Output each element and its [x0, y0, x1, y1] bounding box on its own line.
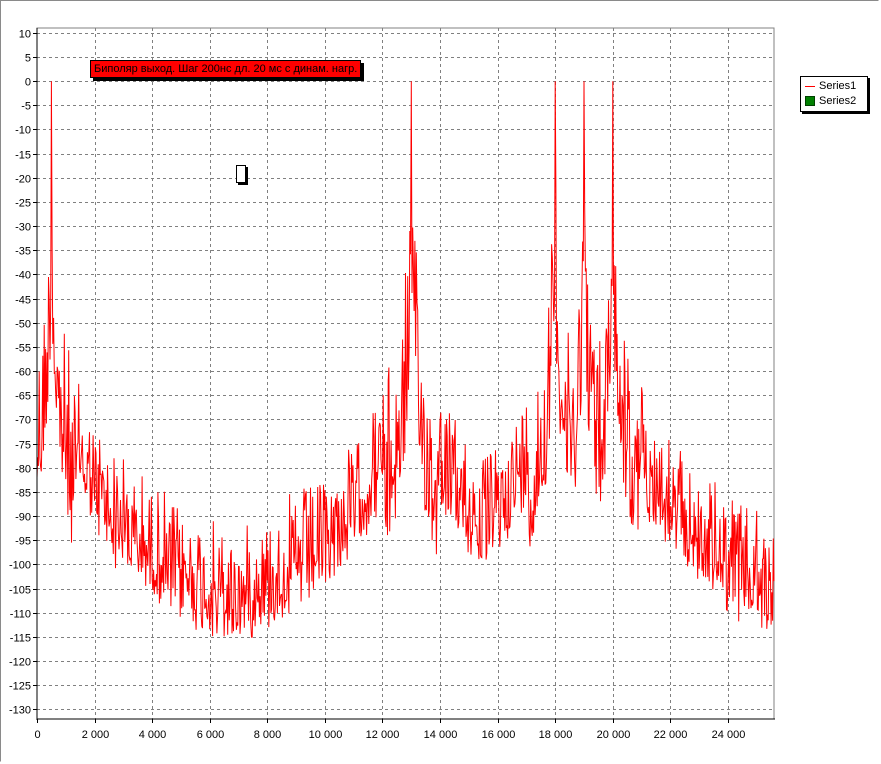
y-tick-label: -95: [15, 536, 31, 548]
y-tick-label: -45: [15, 295, 31, 307]
y-tick-label: -40: [15, 270, 31, 282]
legend: Series1 Series2: [800, 76, 868, 112]
series1-line: [36, 81, 775, 638]
y-tick-label: -10: [15, 125, 31, 137]
y-tick-label: -50: [15, 319, 31, 331]
x-tick-label: 10 000: [309, 729, 343, 741]
y-tick-label: -75: [15, 440, 31, 452]
y-tick-label: -80: [15, 464, 31, 476]
x-tick-label: 4 000: [139, 729, 167, 741]
y-tick-label: -65: [15, 391, 31, 403]
y-axis-labels: 10 5 0 -5 -10 -15 -20 -25 -30 -35 -40 -45 -50 -55 -60 -…: [9, 29, 31, 717]
legend-label-series2: Series2: [819, 95, 857, 107]
y-tick-label: -110: [10, 609, 31, 621]
chart-title: Биполяр выход. Шаг 200нс дл. 20 мс с дин…: [90, 60, 362, 78]
y-tick-label: -70: [15, 415, 31, 427]
y-tick-label: -115: [10, 633, 31, 645]
y-tick-label: -125: [9, 681, 31, 693]
x-tick-label: 12 000: [366, 729, 400, 741]
x-tick-label: 22 000: [654, 729, 688, 741]
x-tick-label: 24 000: [712, 729, 746, 741]
y-tick-label: 5: [25, 53, 31, 65]
y-tick-label: -90: [15, 512, 31, 524]
y-tick-label: -35: [15, 246, 31, 258]
y-tick-label: -55: [15, 343, 31, 355]
y-tick-label: 10: [19, 29, 31, 41]
cursor-marker[interactable]: [236, 165, 246, 183]
y-tick-label: 0: [25, 77, 31, 89]
series2-swatch-icon: [805, 96, 815, 107]
y-tick-label: -120: [9, 657, 31, 669]
x-tick-label: 14 000: [424, 729, 458, 741]
y-tick-label: -105: [9, 585, 31, 597]
y-tick-label: -15: [15, 150, 31, 162]
y-tick-label: -5: [21, 101, 31, 113]
y-tick-label: -100: [9, 560, 31, 572]
x-tick-label: 6 000: [197, 729, 225, 741]
legend-item-series1: Series1: [805, 79, 856, 93]
x-tick-label: 20 000: [597, 729, 631, 741]
x-tick-label: 16 000: [482, 729, 516, 741]
x-tick-label: 8 000: [254, 729, 282, 741]
x-tick-label: 2 000: [82, 729, 110, 741]
y-tick-label: -20: [15, 174, 31, 186]
x-tick-label: 0: [34, 729, 40, 741]
x-axis-labels: 0 2 000 4 000 6 000 8 000 10 000 12 000 14 000 1…: [34, 729, 745, 741]
y-tick-label: -130: [9, 705, 31, 717]
y-tick-label: -25: [15, 198, 31, 210]
y-tick-label: -85: [15, 488, 31, 500]
y-tick-label: -60: [15, 367, 31, 379]
legend-label-series1: Series1: [819, 80, 857, 92]
x-tick-label: 18 000: [539, 729, 573, 741]
legend-item-series2: Series2: [805, 94, 856, 108]
y-tick-label: -30: [15, 222, 31, 234]
series1-swatch-icon: [805, 85, 815, 87]
